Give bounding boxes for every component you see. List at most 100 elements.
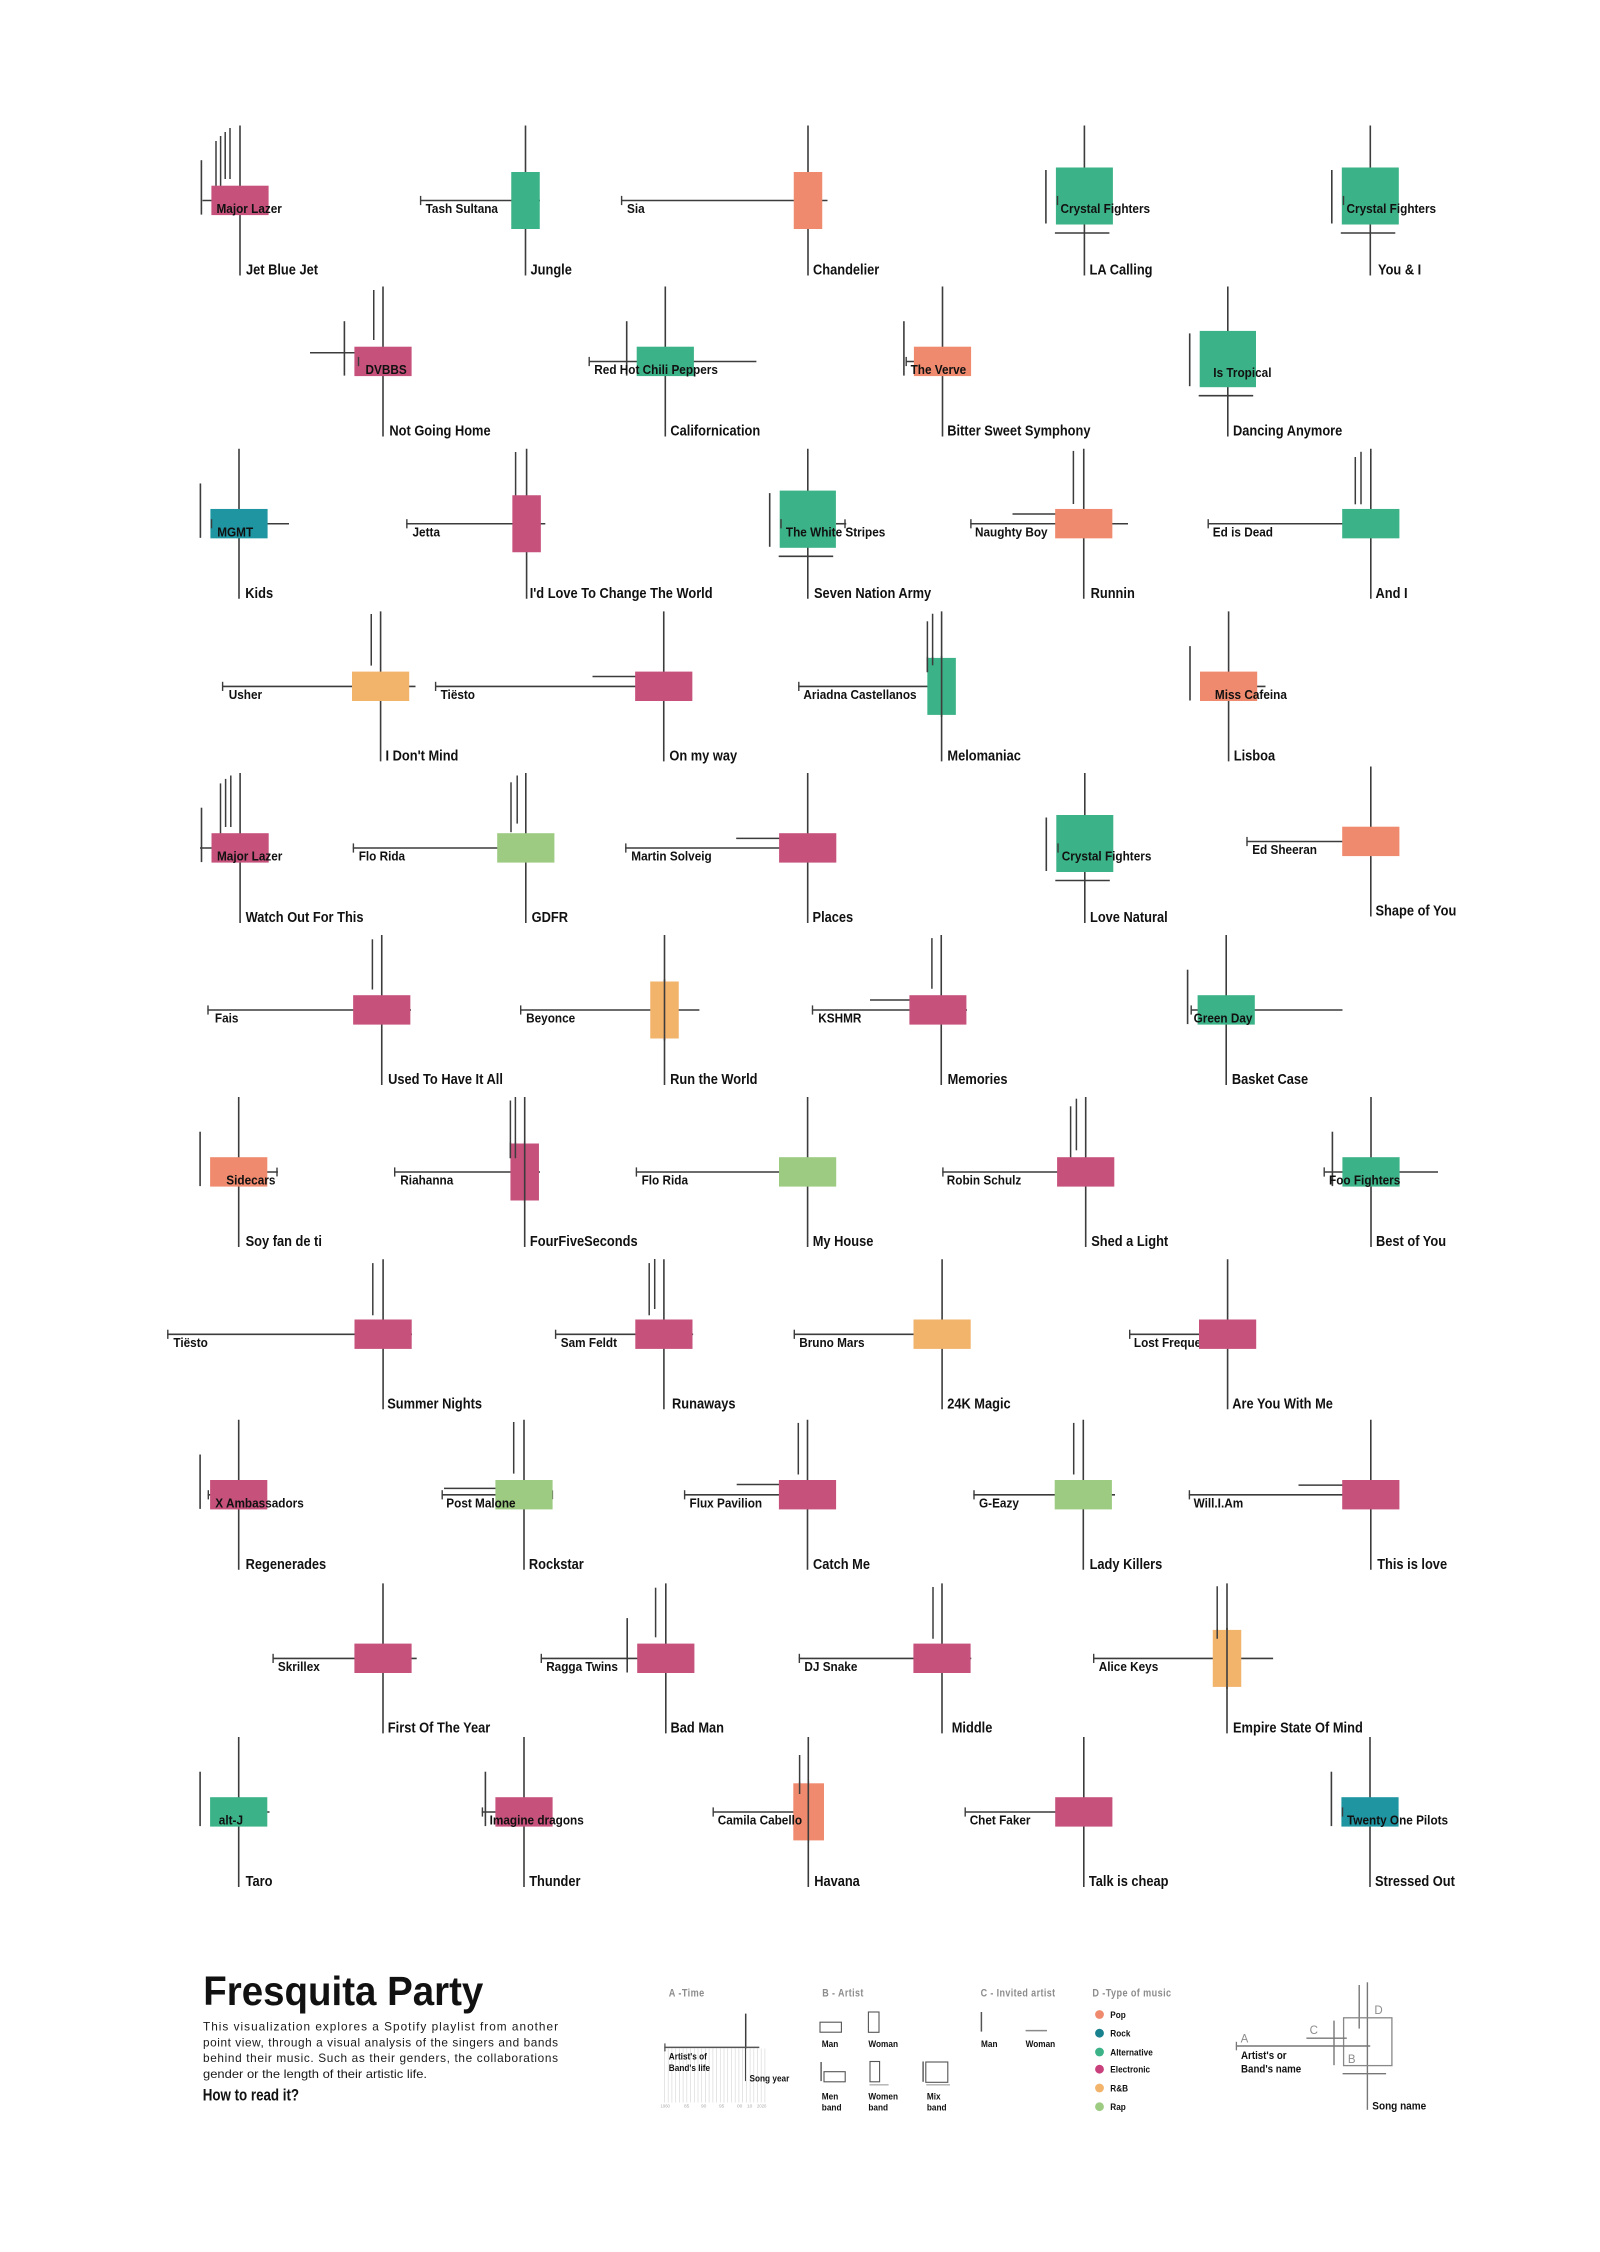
svg-text:First Of The Year: First Of The Year	[388, 1720, 491, 1736]
svg-text:You & I: You & I	[1378, 263, 1421, 279]
svg-text:Rockstar: Rockstar	[529, 1557, 584, 1573]
svg-text:Runnin: Runnin	[1091, 586, 1135, 602]
svg-text:Lisboa: Lisboa	[1234, 748, 1276, 764]
svg-text:LA Calling: LA Calling	[1090, 263, 1153, 279]
svg-text:Summer Nights: Summer Nights	[387, 1396, 482, 1412]
svg-text:Middle: Middle	[952, 1720, 993, 1736]
svg-text:Post Malone: Post Malone	[446, 1495, 515, 1510]
svg-text:Sia: Sia	[627, 201, 645, 216]
svg-text:My House: My House	[813, 1234, 874, 1250]
svg-text:90: 90	[701, 2104, 707, 2110]
svg-text:Jungle: Jungle	[531, 263, 572, 279]
svg-text:DVBBS: DVBBS	[366, 362, 407, 377]
svg-text:Bruno Mars: Bruno Mars	[799, 1335, 864, 1350]
svg-text:Woman: Woman	[868, 2039, 898, 2049]
svg-text:Havana: Havana	[814, 1874, 860, 1890]
svg-text:Tiësto: Tiësto	[173, 1335, 207, 1350]
svg-text:Electronic: Electronic	[1110, 2065, 1150, 2075]
svg-text:Chandelier: Chandelier	[813, 263, 880, 279]
svg-text:alt-J: alt-J	[219, 1813, 243, 1828]
svg-text:Men: Men	[822, 2092, 839, 2102]
svg-text:C: C	[1310, 2025, 1318, 2037]
svg-text:KSHMR: KSHMR	[818, 1011, 862, 1026]
svg-text:Taro: Taro	[246, 1874, 273, 1890]
svg-text:G-Eazy: G-Eazy	[979, 1495, 1019, 1510]
svg-text:A: A	[1241, 2034, 1249, 2046]
svg-text:On my way: On my way	[669, 748, 737, 764]
svg-text:Shape of You: Shape of You	[1376, 904, 1457, 920]
svg-text:D -Type of music: D -Type of music	[1092, 1988, 1171, 2000]
svg-text:Man: Man	[981, 2039, 998, 2049]
svg-text:Tash Sultana: Tash Sultana	[426, 201, 499, 216]
svg-text:A -Time: A -Time	[669, 1988, 705, 2000]
svg-text:Used To Have It All: Used To Have It All	[388, 1072, 503, 1088]
svg-text:Tiësto: Tiësto	[441, 687, 475, 702]
svg-text:Crystal Fighters: Crystal Fighters	[1347, 201, 1437, 216]
svg-text:Crystal Fighters: Crystal Fighters	[1061, 201, 1151, 216]
svg-text:point view, through a visual a: point view, through a visual analysis of…	[203, 2035, 558, 2049]
svg-text:Ed Sheeran: Ed Sheeran	[1252, 842, 1317, 857]
svg-text:Chet Faker: Chet Faker	[970, 1813, 1031, 1828]
svg-text:DJ Snake: DJ Snake	[804, 1659, 857, 1674]
svg-text:Skrillex: Skrillex	[278, 1659, 320, 1674]
svg-text:Flux Pavilion: Flux Pavilion	[690, 1495, 763, 1510]
svg-text:X Ambassadors: X Ambassadors	[215, 1495, 303, 1510]
svg-text:Regenerades: Regenerades	[246, 1557, 327, 1573]
svg-text:Man: Man	[822, 2039, 839, 2049]
svg-text:Dancing Anymore: Dancing Anymore	[1233, 424, 1342, 440]
svg-text:Major Lazer: Major Lazer	[217, 849, 282, 864]
svg-text:Rock: Rock	[1110, 2029, 1131, 2039]
svg-text:Miss Cafeina: Miss Cafeina	[1215, 687, 1288, 702]
svg-text:gender or the length of their: gender or the length of their artistic l…	[203, 2067, 427, 2081]
svg-text:Ariadna Castellanos: Ariadna Castellanos	[803, 687, 916, 702]
svg-text:Seven Nation Army: Seven Nation Army	[814, 586, 931, 602]
svg-text:Soy fan de ti: Soy fan de ti	[246, 1234, 322, 1250]
svg-text:Ragga Twins: Ragga Twins	[546, 1659, 618, 1674]
svg-text:Will.I.Am: Will.I.Am	[1194, 1495, 1244, 1510]
svg-text:Fais: Fais	[215, 1011, 239, 1026]
svg-text:Major Lazer: Major Lazer	[217, 201, 282, 216]
svg-text:Run the World: Run the World	[670, 1072, 757, 1088]
svg-text:C - Invited artist: C - Invited artist	[981, 1988, 1056, 2000]
svg-text:Catch Me: Catch Me	[813, 1557, 870, 1573]
svg-text:Usher: Usher	[229, 687, 262, 702]
svg-text:Lady Killers: Lady Killers	[1090, 1557, 1163, 1573]
svg-text:Martin Solveig: Martin Solveig	[631, 849, 711, 864]
svg-text:Are You With Me: Are You With Me	[1232, 1396, 1333, 1412]
svg-text:Melomaniac: Melomaniac	[947, 748, 1021, 764]
svg-text:Woman: Woman	[1026, 2039, 1056, 2049]
svg-text:Best of You: Best of You	[1376, 1234, 1446, 1250]
svg-text:Watch Out For This: Watch Out For This	[246, 910, 364, 926]
svg-text:Foo Fighters: Foo Fighters	[1329, 1173, 1400, 1188]
svg-text:band: band	[868, 2103, 888, 2113]
svg-text:Camila Cabello: Camila Cabello	[718, 1813, 802, 1828]
svg-text:band: band	[927, 2103, 947, 2113]
svg-text:Naughty Boy: Naughty Boy	[975, 524, 1048, 539]
svg-text:85: 85	[684, 2104, 690, 2110]
svg-text:Band's name: Band's name	[1241, 2063, 1301, 2075]
svg-text:Green Day: Green Day	[1194, 1011, 1253, 1026]
svg-text:I'd Love To Change The World: I'd Love To Change The World	[530, 586, 713, 602]
svg-text:Imagine dragons: Imagine dragons	[490, 1813, 584, 1828]
svg-text:Sidecars: Sidecars	[226, 1173, 275, 1188]
svg-text:Stressed Out: Stressed Out	[1375, 1874, 1455, 1890]
svg-text:FourFiveSeconds: FourFiveSeconds	[530, 1234, 638, 1250]
svg-text:95: 95	[719, 2104, 725, 2110]
svg-text:R&B: R&B	[1110, 2083, 1128, 2093]
svg-text:Shed a Light: Shed a Light	[1091, 1234, 1168, 1250]
svg-text:Song name: Song name	[1372, 2100, 1426, 2112]
svg-text:Bad Man: Bad Man	[671, 1720, 725, 1736]
svg-text:Crystal Fighters: Crystal Fighters	[1062, 849, 1152, 864]
svg-text:How to read it?: How to read it?	[203, 2086, 299, 2104]
svg-text:Sam Feldt: Sam Feldt	[561, 1335, 618, 1350]
svg-text:Memories: Memories	[948, 1072, 1008, 1088]
svg-text:behind their music. Such as th: behind their music. Such as their gender…	[203, 2051, 558, 2065]
svg-text:Flo Rida: Flo Rida	[642, 1173, 689, 1188]
svg-text:Beyonce: Beyonce	[526, 1011, 575, 1026]
svg-text:The Verve: The Verve	[911, 362, 967, 377]
svg-text:D: D	[1374, 2005, 1382, 2017]
svg-text:Jet Blue Jet: Jet Blue Jet	[246, 263, 318, 279]
svg-text:GDFR: GDFR	[532, 910, 569, 926]
svg-text:Band's life: Band's life	[669, 2063, 710, 2073]
svg-text:00: 00	[737, 2104, 743, 2110]
